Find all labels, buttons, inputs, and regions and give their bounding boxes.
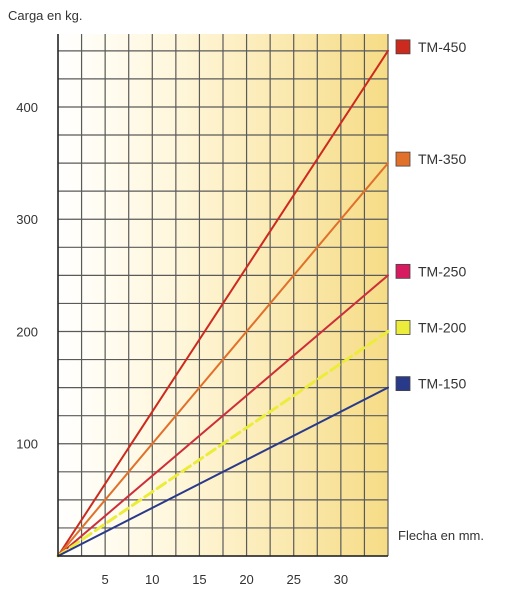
legend-label-tm-450: TM-450 xyxy=(418,39,466,55)
legend-label-tm-350: TM-350 xyxy=(418,151,466,167)
series-line-tm-200 xyxy=(56,329,390,558)
legend: TM-450 TM-350 TM-250 TM-200 TM-150 xyxy=(395,39,466,392)
y-tick-label: 400 xyxy=(16,100,38,115)
legend-label-tm-150: TM-150 xyxy=(418,376,466,392)
y-tick-label: 200 xyxy=(16,324,38,339)
x-tick-label: 15 xyxy=(192,572,206,587)
y-tick-label: 300 xyxy=(16,212,38,227)
series-line-tm-150 xyxy=(57,386,389,557)
legend-label-tm-250: TM-250 xyxy=(418,263,466,279)
legend-swatch-tm-250 xyxy=(395,263,411,279)
legend-label-tm-200: TM-200 xyxy=(418,319,466,335)
legend-swatch-tm-350 xyxy=(395,151,411,167)
x-tick-label: 20 xyxy=(239,572,253,587)
axes xyxy=(57,34,388,557)
x-tick-label: 10 xyxy=(145,572,159,587)
x-tick-label: 30 xyxy=(334,572,348,587)
x-tick-label: 5 xyxy=(102,572,109,587)
y-tick-label: 100 xyxy=(16,437,38,452)
legend-swatch-tm-450 xyxy=(395,39,411,55)
grid xyxy=(57,34,389,557)
series-line-tm-350 xyxy=(57,162,389,557)
series-line-tm-450 xyxy=(57,49,389,557)
legend-swatch-tm-150 xyxy=(395,376,411,392)
series-lines xyxy=(56,49,390,558)
legend-swatch-tm-200 xyxy=(395,320,411,335)
tick-labels: 5 10 15 20 25 30 100 200 300 400 xyxy=(16,100,348,587)
x-axis-title: Flecha en mm. xyxy=(398,528,484,543)
y-axis-title: Carga en kg. xyxy=(8,8,82,23)
series-line-tm-250 xyxy=(57,274,389,557)
x-tick-label: 25 xyxy=(286,572,300,587)
